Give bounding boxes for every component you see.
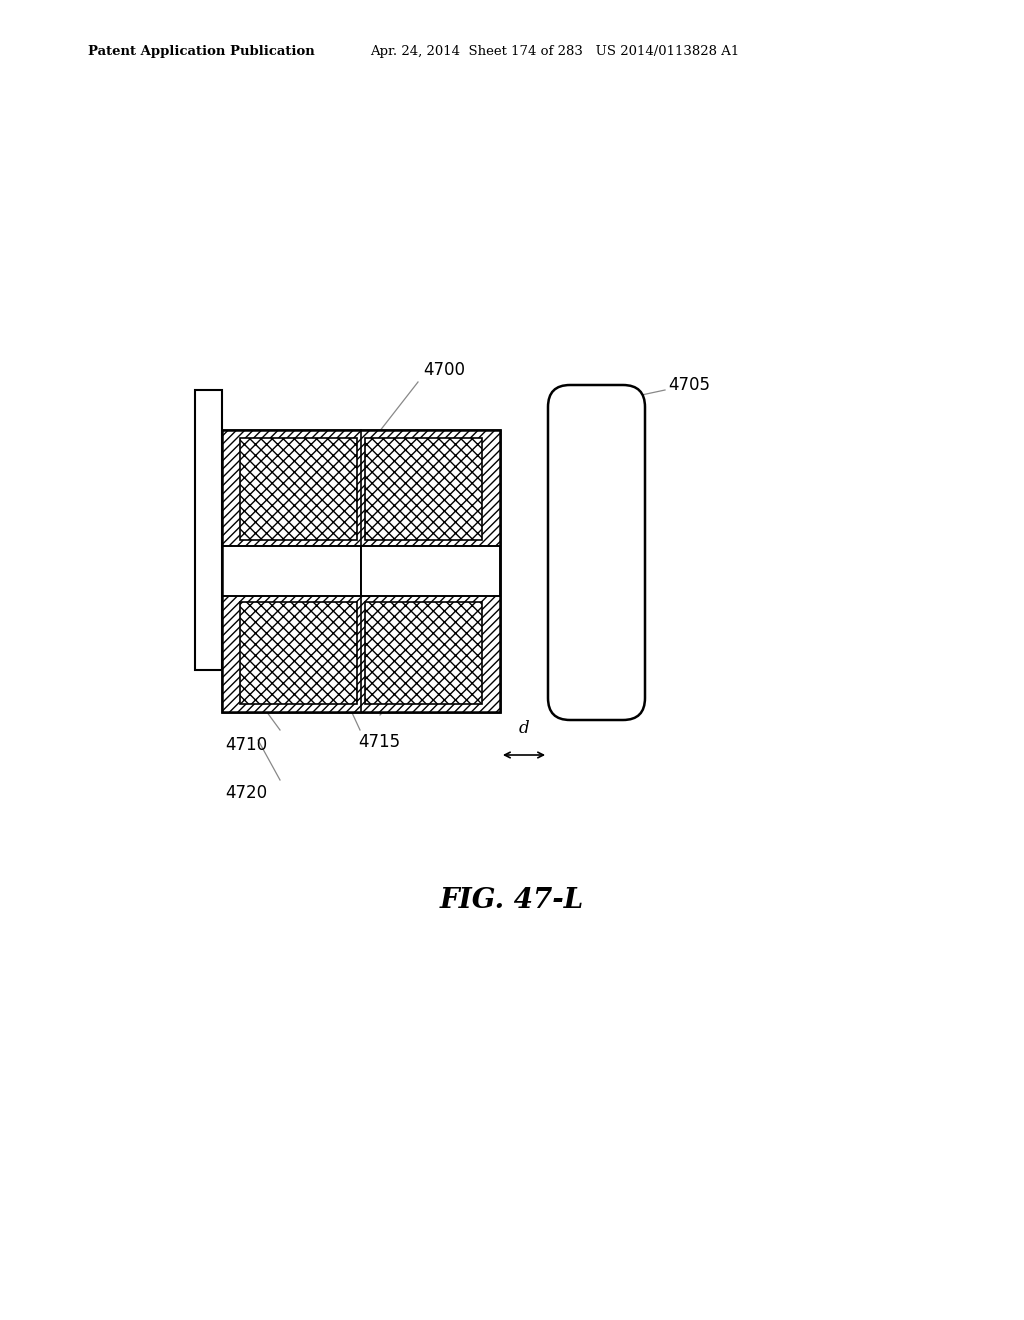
Bar [222, 430, 500, 711]
Text: 4720: 4720 [225, 784, 267, 803]
Text: d: d [519, 719, 529, 737]
Text: 4715: 4715 [358, 733, 400, 751]
Text: 4700: 4700 [423, 360, 465, 379]
Bar [365, 438, 482, 540]
Text: 4710: 4710 [225, 737, 267, 754]
Bar [195, 389, 222, 671]
Bar [222, 430, 500, 546]
FancyBboxPatch shape [548, 385, 645, 719]
Bar [240, 602, 357, 704]
Bar [222, 546, 361, 597]
Text: Apr. 24, 2014  Sheet 174 of 283   US 2014/0113828 A1: Apr. 24, 2014 Sheet 174 of 283 US 2014/0… [370, 45, 739, 58]
Bar [240, 438, 357, 540]
Text: FIG. 47-L: FIG. 47-L [440, 887, 584, 913]
Text: 4705: 4705 [668, 376, 710, 393]
Bar [365, 602, 482, 704]
Bar [222, 597, 500, 711]
Bar [361, 546, 500, 597]
Text: Patent Application Publication: Patent Application Publication [88, 45, 314, 58]
Bar [222, 430, 500, 711]
